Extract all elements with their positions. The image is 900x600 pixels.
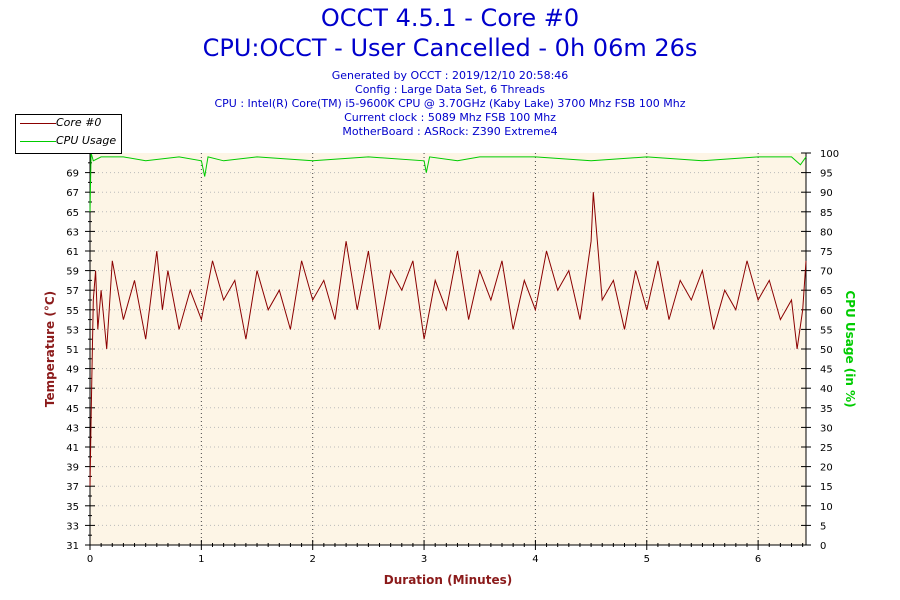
y2-tick-label: 20 — [820, 463, 833, 474]
info-clock: Current clock : 5089 Mhz FSB 100 Mhz — [344, 111, 556, 124]
series-core0-line — [89, 192, 807, 487]
y2-tick-label: 40 — [820, 384, 833, 395]
legend-label-cpu-usage: CPU Usage — [56, 134, 117, 147]
y-tick-label: 67 — [66, 188, 79, 199]
x-tick-label: 3 — [421, 554, 427, 565]
legend-item-core0: Core #0 — [16, 115, 121, 133]
chart-title: OCCT 4.5.1 - Core #0 — [320, 4, 580, 32]
y2-tick-label: 75 — [820, 247, 833, 258]
y2-tick-label: 10 — [820, 502, 833, 513]
y-tick-label: 59 — [66, 267, 79, 278]
y-tick-label: 31 — [66, 541, 79, 552]
y-tick-label: 47 — [66, 384, 79, 395]
info-motherboard: MotherBoard : ASRock: Z390 Extreme4 — [342, 125, 558, 138]
y-tick-label: 51 — [66, 345, 79, 356]
y2-tick-label: 90 — [820, 188, 833, 199]
y-tick-label: 69 — [66, 169, 79, 180]
legend: Core #0 CPU Usage — [15, 114, 122, 154]
info-cpu: CPU : Intel(R) Core(TM) i5-9600K CPU @ 3… — [214, 97, 686, 110]
y-tick-label: 39 — [66, 463, 79, 474]
y-tick-label: 37 — [66, 482, 79, 493]
x-axis-label: Duration (Minutes) — [384, 573, 512, 587]
y-tick-label: 63 — [66, 227, 79, 238]
y2-tick-label: 70 — [820, 267, 833, 278]
y-tick-label: 55 — [66, 306, 79, 317]
y2-tick-label: 15 — [820, 482, 833, 493]
y-tick-label: 33 — [66, 521, 79, 532]
y-tick-label: 35 — [66, 502, 79, 513]
chart-subtitle: CPU:OCCT - User Cancelled - 0h 06m 26s — [202, 34, 698, 62]
x-tick-label: 1 — [198, 554, 204, 565]
legend-label-core0: Core #0 — [56, 116, 102, 129]
y-tick-label: 43 — [66, 423, 79, 434]
y-tick-label: 41 — [66, 443, 79, 454]
y2-tick-label: 55 — [820, 325, 833, 336]
y2-tick-label: 85 — [820, 208, 833, 219]
y2-tick-label: 25 — [820, 443, 833, 454]
y-tick-label: 61 — [66, 247, 79, 258]
y2-tick-label: 30 — [820, 423, 833, 434]
y2-tick-label: 45 — [820, 365, 833, 376]
info-config: Config : Large Data Set, 6 Threads — [355, 83, 545, 96]
series-cpu-usage-line — [89, 152, 807, 212]
x-tick-label: 5 — [644, 554, 650, 565]
y-tick-label: 45 — [66, 404, 79, 415]
y2-tick-label: 0 — [820, 541, 826, 552]
x-tick-label: 2 — [310, 554, 316, 565]
x-tick-label: 6 — [755, 554, 761, 565]
legend-swatch-cpu-usage — [20, 141, 56, 142]
y2-tick-label: 95 — [820, 169, 833, 180]
y2-axis-label: CPU Usage (in %) — [843, 290, 857, 407]
y-tick-label: 53 — [66, 325, 79, 336]
y2-tick-label: 35 — [820, 404, 833, 415]
info-generated: Generated by OCCT : 2019/12/10 20:58:46 — [331, 69, 569, 82]
y-axis-label: Temperature (°C) — [43, 291, 57, 407]
y2-tick-label: 65 — [820, 286, 833, 297]
y2-tick-label: 80 — [820, 227, 833, 238]
y2-tick-label: 100 — [820, 149, 839, 160]
y-tick-label: 65 — [66, 208, 79, 219]
y2-tick-label: 5 — [820, 521, 826, 532]
legend-item-cpu-usage: CPU Usage — [16, 133, 121, 151]
x-tick-label: 0 — [87, 554, 93, 565]
y-tick-label: 57 — [66, 286, 79, 297]
y2-tick-label: 50 — [820, 345, 833, 356]
y2-tick-label: 60 — [820, 306, 833, 317]
legend-swatch-core0 — [20, 123, 56, 124]
x-tick-label: 4 — [532, 554, 538, 565]
y-tick-label: 49 — [66, 365, 79, 376]
